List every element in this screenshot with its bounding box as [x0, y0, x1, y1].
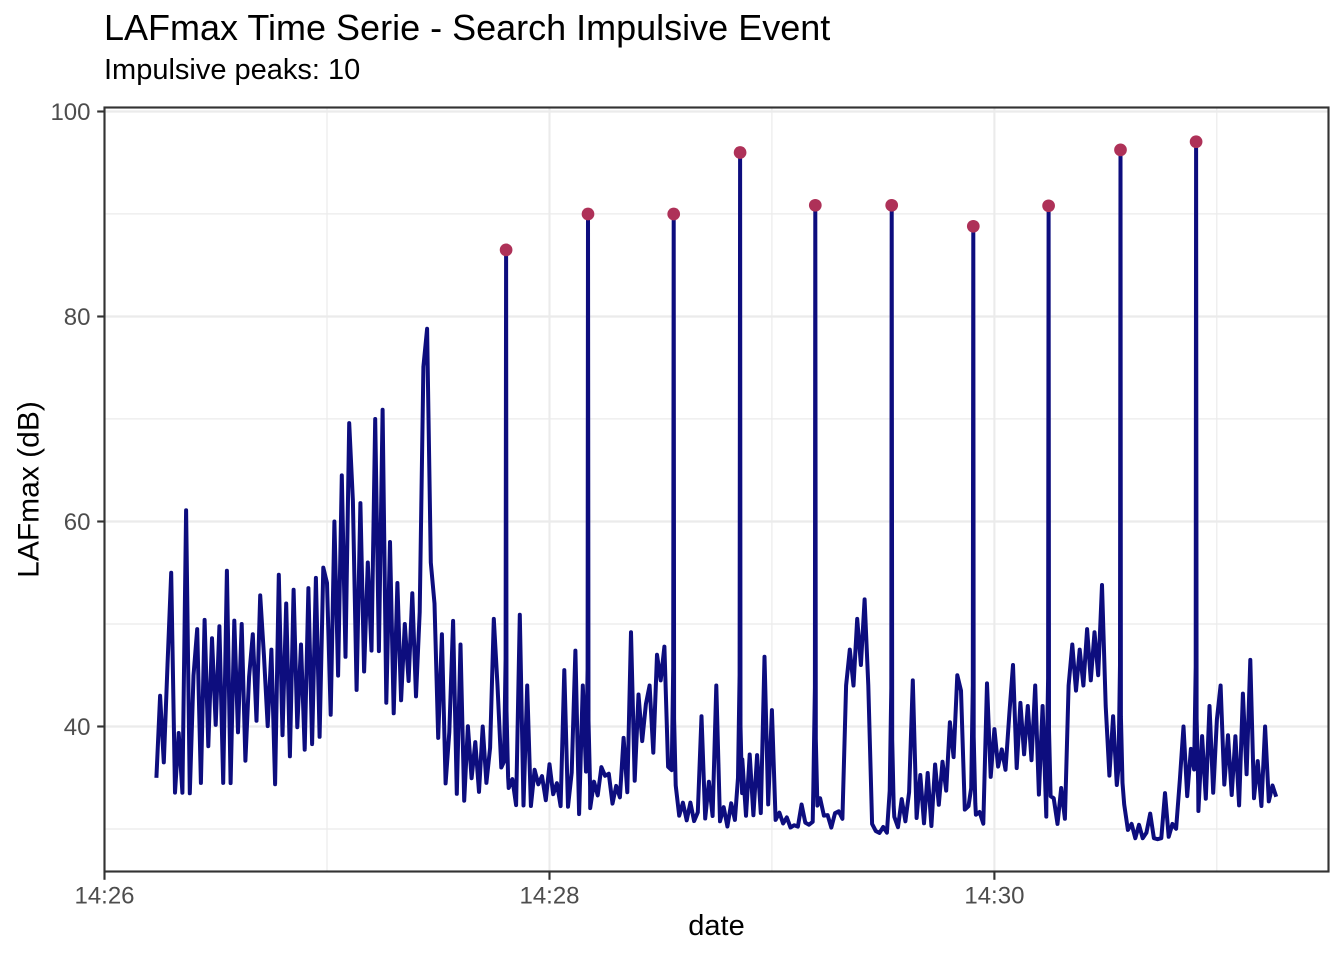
svg-text:LAFmax (dB): LAFmax (dB): [13, 401, 46, 578]
svg-text:80: 80: [64, 304, 91, 331]
svg-text:LAFmax Time Serie - Search Imp: LAFmax Time Serie - Search Impulsive Eve…: [104, 7, 830, 48]
svg-text:14:26: 14:26: [74, 883, 134, 910]
svg-text:100: 100: [50, 99, 90, 126]
svg-text:date: date: [688, 910, 744, 942]
svg-text:60: 60: [64, 509, 91, 536]
svg-text:Impulsive peaks: 10: Impulsive peaks: 10: [104, 54, 360, 86]
svg-text:14:30: 14:30: [964, 883, 1024, 910]
svg-text:40: 40: [64, 714, 91, 741]
svg-text:14:28: 14:28: [519, 883, 579, 910]
